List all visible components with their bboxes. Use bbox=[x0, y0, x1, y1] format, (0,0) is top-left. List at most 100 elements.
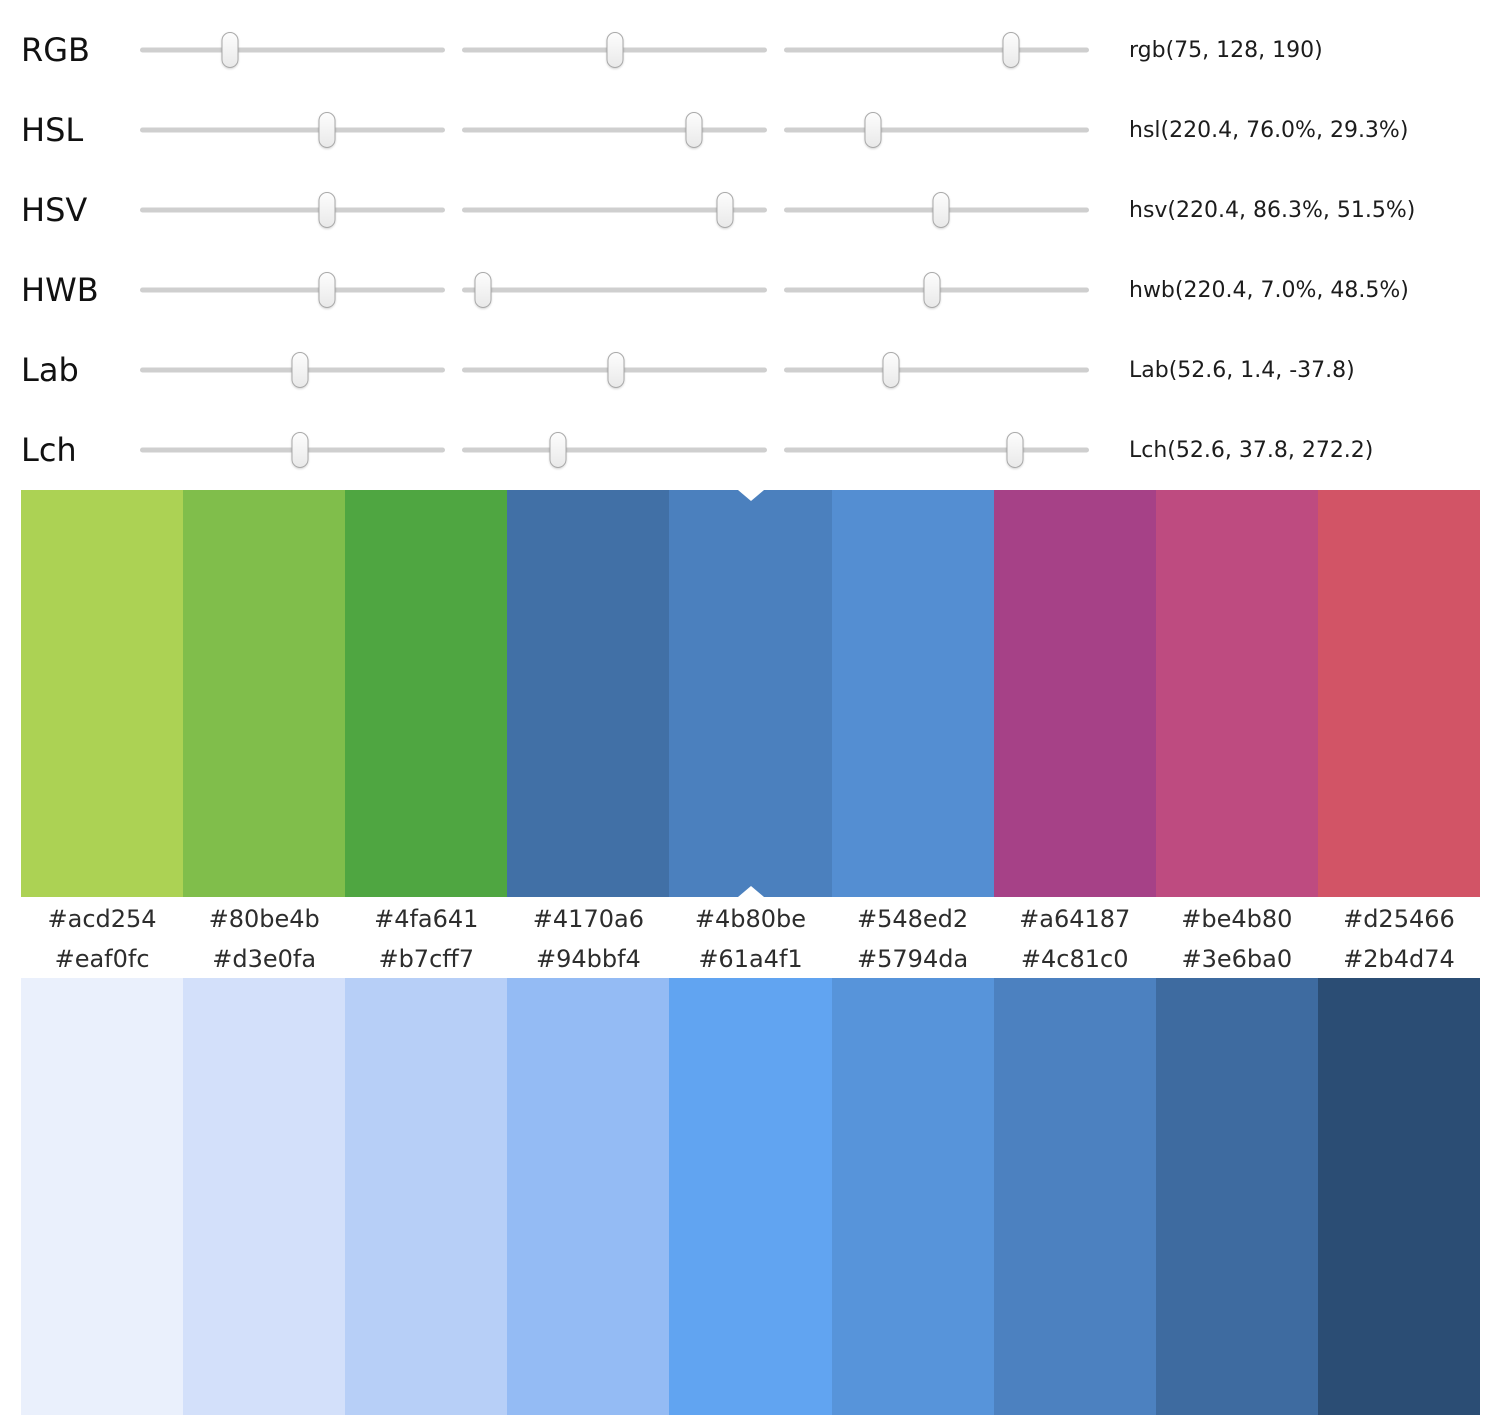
tint-hex-label-2: #b7cff7 bbox=[378, 945, 475, 973]
lch-hue-slider[interactable] bbox=[784, 428, 1089, 472]
hue-hex-label-8: #d25466 bbox=[1343, 904, 1455, 933]
lab-b-slider[interactable] bbox=[784, 348, 1089, 392]
hue-hex-label-7: #be4b80 bbox=[1181, 904, 1293, 933]
selection-notch-top bbox=[737, 490, 764, 501]
hue-swatch-7[interactable] bbox=[1155, 490, 1318, 897]
rgb-red-slider[interactable] bbox=[140, 28, 445, 72]
hsv-saturation-slider-track bbox=[462, 207, 767, 213]
tint-hex-label-6: #4c81c0 bbox=[1020, 945, 1129, 973]
tint-swatch-8[interactable] bbox=[1317, 978, 1480, 1415]
lab-a-slider[interactable] bbox=[462, 348, 767, 392]
slider-row-lab: Lab Lab(52.6, 1.4, -37.8) bbox=[21, 330, 1501, 410]
hsl-lightness-slider[interactable] bbox=[784, 108, 1089, 152]
hsv-hue-slider[interactable] bbox=[140, 188, 445, 232]
slider-row-hwb: HWB hwb(220.4, 7.0%, 48.5%) bbox=[21, 250, 1501, 330]
hsv-saturation-slider-thumb[interactable] bbox=[716, 192, 734, 228]
lab-b-slider-thumb[interactable] bbox=[882, 352, 900, 388]
hue-hex-label-4: #4b80be bbox=[694, 904, 807, 933]
tint-swatch-3[interactable] bbox=[507, 978, 670, 1415]
lab-a-slider-thumb[interactable] bbox=[607, 352, 625, 388]
tint-swatch-4[interactable] bbox=[669, 978, 832, 1415]
tint-hex-label-1: #d3e0fa bbox=[212, 945, 317, 973]
hsv-saturation-slider[interactable] bbox=[462, 188, 767, 232]
hue-swatch-2[interactable] bbox=[345, 490, 508, 897]
slider-row-lab-label: Lab bbox=[21, 351, 79, 389]
hsv-value-readout: hsv(220.4, 86.3%, 51.5%) bbox=[1129, 197, 1416, 223]
slider-row-hsl-label: HSL bbox=[21, 111, 84, 149]
slider-row-hsv-label: HSV bbox=[21, 191, 88, 229]
lch-hue-slider-thumb[interactable] bbox=[1006, 432, 1024, 468]
lch-lightness-slider-thumb[interactable] bbox=[291, 432, 309, 468]
hsl-hue-slider[interactable] bbox=[140, 108, 445, 152]
slider-row-rgb: RGB rgb(75, 128, 190) bbox=[21, 10, 1501, 90]
rgb-blue-slider-track bbox=[784, 47, 1089, 53]
hue-swatch-8[interactable] bbox=[1317, 490, 1480, 897]
hsl-value-readout: hsl(220.4, 76.0%, 29.3%) bbox=[1129, 117, 1409, 143]
selection-notch-bottom bbox=[737, 886, 764, 897]
lch-chroma-slider-thumb[interactable] bbox=[549, 432, 567, 468]
hsv-value-slider[interactable] bbox=[784, 188, 1089, 232]
slider-row-lch: Lch Lch(52.6, 37.8, 272.2) bbox=[21, 410, 1501, 490]
hsl-saturation-slider-thumb[interactable] bbox=[685, 112, 703, 148]
hue-swatch-3[interactable] bbox=[507, 490, 670, 897]
hwb-value-readout: hwb(220.4, 7.0%, 48.5%) bbox=[1129, 277, 1409, 303]
tint-swatch-5[interactable] bbox=[831, 978, 994, 1415]
lch-hue-slider-track bbox=[784, 447, 1089, 453]
hsl-hue-slider-track bbox=[140, 127, 445, 133]
hsl-hue-slider-thumb[interactable] bbox=[318, 112, 336, 148]
rgb-green-slider-thumb[interactable] bbox=[606, 32, 624, 68]
hsv-value-slider-thumb[interactable] bbox=[932, 192, 950, 228]
rgb-blue-slider-thumb[interactable] bbox=[1002, 32, 1020, 68]
slider-row-lch-label: Lch bbox=[21, 431, 77, 469]
tint-hex-label-7: #3e6ba0 bbox=[1181, 945, 1293, 973]
lab-lightness-slider[interactable] bbox=[140, 348, 445, 392]
hwb-blackness-slider[interactable] bbox=[784, 268, 1089, 312]
hue-hex-label-6: #a64187 bbox=[1019, 904, 1131, 933]
hue-palette bbox=[21, 490, 1480, 897]
hwb-hue-slider[interactable] bbox=[140, 268, 445, 312]
hue-hex-label-3: #4170a6 bbox=[532, 904, 644, 933]
tint-hex-label-8: #2b4d74 bbox=[1343, 945, 1455, 973]
rgb-value-readout: rgb(75, 128, 190) bbox=[1129, 37, 1323, 63]
hsl-saturation-slider-track bbox=[462, 127, 767, 133]
hue-swatch-5[interactable] bbox=[831, 490, 994, 897]
hue-hex-labels: #acd254 #80be4b #4fa641 #4170a6 #4b80be … bbox=[21, 897, 1480, 940]
rgb-blue-slider[interactable] bbox=[784, 28, 1089, 72]
hwb-whiteness-slider-thumb[interactable] bbox=[474, 272, 492, 308]
rgb-red-slider-track bbox=[140, 47, 445, 53]
hue-swatch-0[interactable] bbox=[21, 490, 184, 897]
hue-hex-label-0: #acd254 bbox=[47, 904, 157, 933]
lch-value-readout: Lch(52.6, 37.8, 272.2) bbox=[1129, 437, 1374, 463]
lch-chroma-slider-track bbox=[462, 447, 767, 453]
slider-row-hsv: HSV hsv(220.4, 86.3%, 51.5%) bbox=[21, 170, 1501, 250]
hsl-lightness-slider-track bbox=[784, 127, 1089, 133]
hwb-whiteness-slider[interactable] bbox=[462, 268, 767, 312]
rgb-green-slider[interactable] bbox=[462, 28, 767, 72]
tint-swatch-0[interactable] bbox=[21, 978, 184, 1415]
tint-swatch-7[interactable] bbox=[1155, 978, 1318, 1415]
hwb-blackness-slider-thumb[interactable] bbox=[923, 272, 941, 308]
tint-swatch-2[interactable] bbox=[345, 978, 508, 1415]
lch-lightness-slider[interactable] bbox=[140, 428, 445, 472]
hue-hex-label-2: #4fa641 bbox=[374, 904, 479, 933]
tint-hex-label-4: #61a4f1 bbox=[698, 945, 803, 973]
slider-row-hwb-label: HWB bbox=[21, 271, 99, 309]
hsl-lightness-slider-thumb[interactable] bbox=[864, 112, 882, 148]
tint-hex-labels: #eaf0fc #d3e0fa #b7cff7 #94bbf4 #61a4f1 … bbox=[21, 940, 1480, 978]
hsl-saturation-slider[interactable] bbox=[462, 108, 767, 152]
hwb-hue-slider-thumb[interactable] bbox=[318, 272, 336, 308]
rgb-red-slider-thumb[interactable] bbox=[221, 32, 239, 68]
tint-hex-label-3: #94bbf4 bbox=[535, 945, 641, 973]
hue-swatch-4[interactable] bbox=[669, 490, 832, 897]
tint-swatch-1[interactable] bbox=[183, 978, 346, 1415]
tint-hex-label-5: #5794da bbox=[857, 945, 969, 973]
lch-chroma-slider[interactable] bbox=[462, 428, 767, 472]
hue-swatch-6[interactable] bbox=[993, 490, 1156, 897]
hue-swatch-1[interactable] bbox=[183, 490, 346, 897]
hwb-hue-slider-track bbox=[140, 287, 445, 293]
hsv-hue-slider-thumb[interactable] bbox=[318, 192, 336, 228]
tint-swatch-6[interactable] bbox=[993, 978, 1156, 1415]
lab-b-slider-track bbox=[784, 367, 1089, 373]
lab-lightness-slider-thumb[interactable] bbox=[291, 352, 309, 388]
